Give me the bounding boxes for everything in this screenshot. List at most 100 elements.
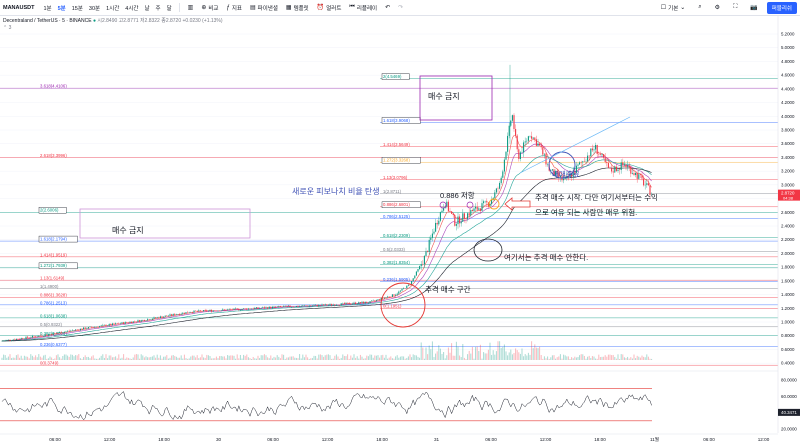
publish-button[interactable]: 퍼블리쉬: [766, 1, 797, 14]
volume-bar: [315, 355, 317, 360]
candle-body: [79, 328, 81, 331]
chase-zone-circle[interactable]: [380, 282, 426, 328]
candle-body: [158, 317, 160, 319]
candle-body: [270, 306, 272, 309]
fullscreen-button[interactable]: ⛶: [733, 4, 737, 11]
templates-button[interactable]: ▦ 템플릿: [286, 4, 309, 12]
volume-bar: [39, 356, 41, 360]
candle-body: [395, 294, 397, 296]
resist-marker-1[interactable]: [439, 201, 447, 209]
volume-bar: [300, 358, 302, 360]
volume-bar: [420, 342, 422, 360]
volume-bar: [531, 341, 533, 360]
volume-bar: [513, 353, 515, 360]
timeframe-day[interactable]: 날: [144, 5, 150, 12]
quick-search-button[interactable]: ⌕: [698, 4, 701, 11]
snapshot-button[interactable]: 📷: [750, 4, 757, 11]
candle-body: [25, 336, 27, 339]
candle-body: [207, 310, 209, 312]
redo-button[interactable]: ↷: [398, 4, 403, 11]
candle-body: [396, 293, 398, 295]
breakout-marker[interactable]: [488, 198, 500, 210]
fib-level-label: 1.414(1.9519): [40, 252, 67, 257]
volume-bar: [607, 354, 609, 360]
no-chase-ellipse[interactable]: [473, 238, 503, 262]
annotation-sell-end[interactable]: 매매종료: [552, 170, 580, 179]
annotation-chase-start-2[interactable]: 으로 여유 되는 사람만 매우 위험.: [535, 208, 638, 217]
price-tick-label: 0.6000: [781, 347, 795, 352]
annotation-no-buy-upper[interactable]: 매수 금지: [428, 92, 460, 101]
annotation-new-fib[interactable]: 새로운 피보나치 비율 탄생: [292, 187, 380, 196]
annotation-no-buy-lower[interactable]: 매수 금지: [112, 226, 144, 235]
volume-bar: [356, 356, 358, 360]
redo-icon: ↷: [398, 5, 404, 11]
volume-bar: [219, 356, 221, 360]
timeframe-15m[interactable]: 15분: [71, 5, 83, 12]
arrow-marker[interactable]: [504, 197, 531, 211]
candle-body: [263, 307, 265, 309]
fib-label-box: [38, 235, 78, 243]
volume-bar: [329, 355, 331, 360]
volume-bar: [188, 358, 190, 360]
volume-bar: [527, 352, 529, 360]
volume-bar: [110, 355, 112, 360]
volume-bar: [265, 355, 267, 360]
volume-bar: [140, 354, 142, 360]
candle-body: [100, 325, 102, 327]
undo-button[interactable]: ↶: [385, 4, 390, 11]
time-tick-label: 31: [434, 437, 440, 442]
volume-bar: [308, 358, 310, 360]
volume-bar: [171, 355, 173, 360]
volume-bar: [358, 358, 360, 360]
symbol-search[interactable]: MANAUSDT: [3, 4, 35, 11]
resist-marker-2[interactable]: [466, 201, 474, 209]
volume-bar: [321, 355, 323, 360]
volume-bar: [439, 348, 441, 360]
volume-bar: [243, 354, 245, 360]
timeframe-5m[interactable]: 5분: [57, 5, 66, 12]
timeframe-month[interactable]: 달: [166, 5, 172, 12]
volume-bar: [155, 357, 157, 360]
price-axis: 5.2000 5.0000 4.8000 4.6000 4.4000 4.2000 4.00…: [777, 15, 800, 445]
timeframe-1m[interactable]: 1분: [43, 5, 52, 12]
no-buy-box-upper[interactable]: [419, 75, 493, 121]
candle-body: [46, 334, 48, 336]
price-tick-label: 1.0000: [781, 320, 795, 325]
timeframe-4h[interactable]: 4시간: [125, 5, 139, 12]
price-axis-bg: [778, 15, 800, 445]
timeframe-30m[interactable]: 30분: [88, 5, 101, 12]
compare-button[interactable]: ⊕ 비교: [201, 4, 218, 12]
timeframe-1h[interactable]: 1시간: [106, 5, 120, 12]
volume-bar: [367, 356, 369, 360]
volume-bar: [52, 358, 54, 360]
annotation-chase-start-1[interactable]: 추격 매수 시작. 다만 여기서부터는 수익: [535, 193, 658, 202]
chart-type-button[interactable]: ▥: [188, 4, 194, 11]
annotation-resist[interactable]: 0.886 저항: [440, 191, 475, 200]
alert-button[interactable]: ⏰ 얼러트: [317, 4, 342, 12]
candle-body: [393, 294, 395, 296]
volume-bar: [79, 358, 81, 360]
no-buy-box-lower[interactable]: [79, 208, 251, 239]
candle-body: [495, 188, 497, 193]
fib-level-label: 2(4.5469): [383, 74, 402, 79]
candle-body: [108, 323, 110, 326]
volume-bar: [132, 357, 134, 360]
volume-bar: [267, 357, 269, 360]
layout-button[interactable]: ☐ 기본 ⌄: [661, 4, 686, 12]
financials-button[interactable]: ▤ 파이낸셜: [250, 4, 278, 12]
replay-button[interactable]: ⏮ 리플레이: [349, 4, 377, 12]
legend-collapse[interactable]: ⌃ 3: [3, 25, 12, 31]
trend-line[interactable]: [519, 116, 631, 174]
settings-button[interactable]: ⚙: [715, 4, 720, 11]
moving-average-line: [2, 167, 652, 342]
candle-body: [31, 335, 33, 338]
candle-body: [641, 175, 643, 179]
annotation-no-chase[interactable]: 여기서는 추격 매수 안한다.: [504, 253, 589, 262]
volume-bar: [38, 354, 40, 360]
annotation-chase-zone[interactable]: 추격 매수 구간: [425, 285, 471, 294]
candle-body: [198, 310, 200, 312]
indicators-button[interactable]: ƒ 지표: [227, 4, 242, 12]
timeframe-week[interactable]: 주: [155, 5, 161, 12]
volume-bar: [532, 348, 534, 360]
